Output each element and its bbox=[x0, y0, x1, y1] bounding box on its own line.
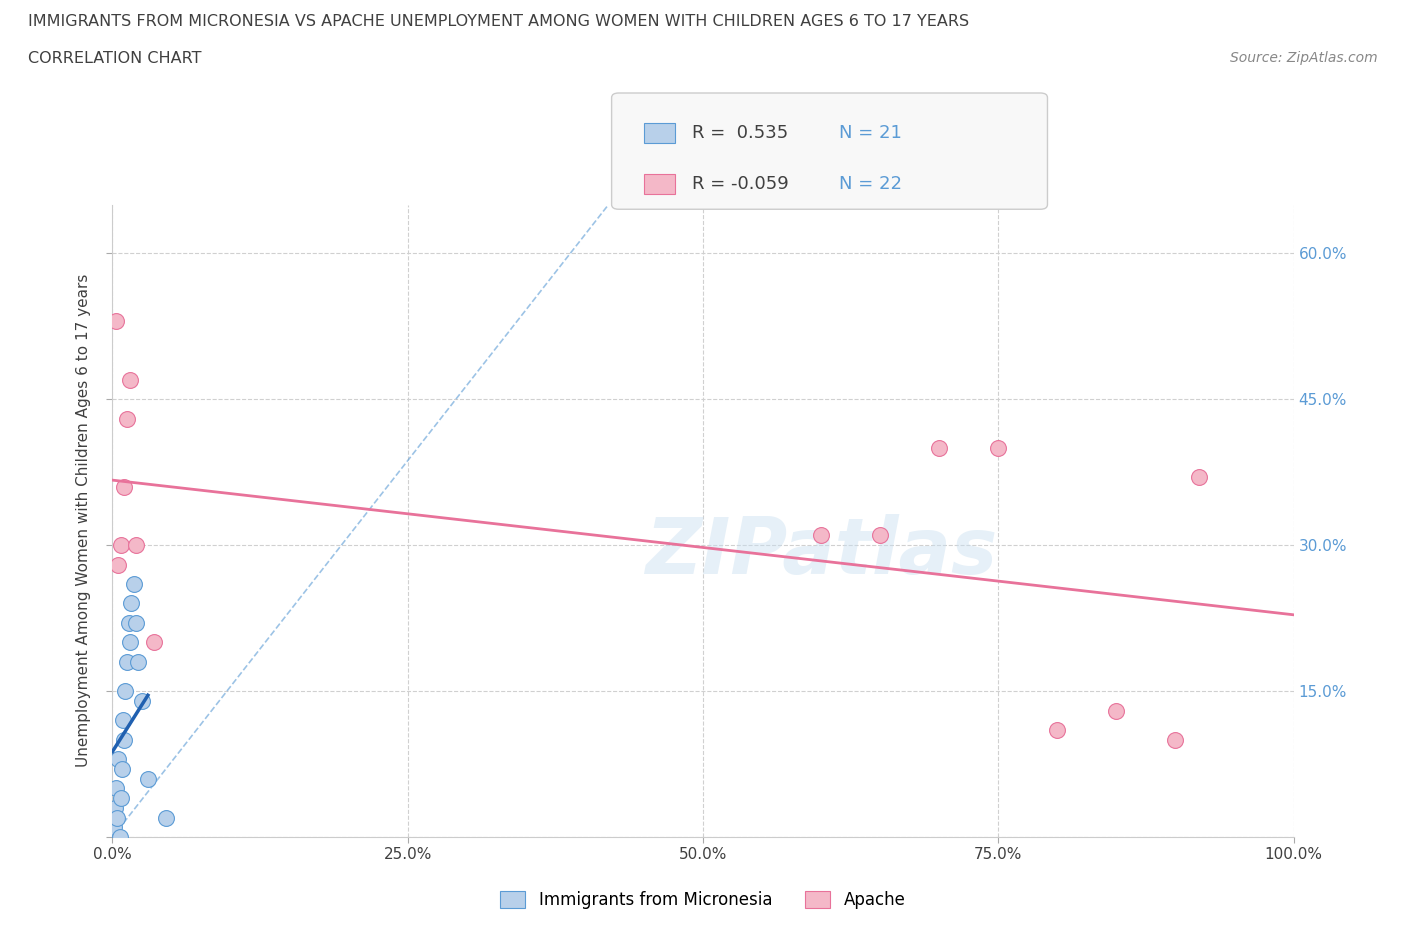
Point bbox=[115, 411, 138, 426]
Point bbox=[125, 616, 148, 631]
Point bbox=[112, 479, 135, 494]
Point bbox=[120, 596, 142, 611]
Legend: Immigrants from Micronesia, Apache: Immigrants from Micronesia, Apache bbox=[492, 883, 914, 917]
Point bbox=[107, 751, 129, 766]
Point bbox=[1188, 470, 1211, 485]
Point bbox=[112, 732, 135, 747]
Text: R =  0.535: R = 0.535 bbox=[692, 124, 787, 142]
Text: ZIPatlas: ZIPatlas bbox=[645, 514, 997, 591]
Point bbox=[810, 528, 832, 543]
Point bbox=[142, 635, 165, 650]
Point bbox=[118, 616, 141, 631]
Point bbox=[1046, 723, 1069, 737]
Point bbox=[110, 538, 132, 552]
Point bbox=[111, 762, 134, 777]
Point bbox=[127, 655, 149, 670]
Y-axis label: Unemployment Among Women with Children Ages 6 to 17 years: Unemployment Among Women with Children A… bbox=[76, 274, 91, 767]
Point bbox=[114, 684, 136, 698]
Point bbox=[105, 781, 128, 796]
Point bbox=[108, 830, 131, 844]
Point bbox=[987, 441, 1010, 456]
Point bbox=[120, 372, 142, 387]
Text: N = 21: N = 21 bbox=[839, 124, 903, 142]
Point bbox=[115, 655, 138, 670]
Text: N = 22: N = 22 bbox=[839, 175, 903, 193]
Point bbox=[112, 712, 135, 727]
Point bbox=[105, 810, 128, 825]
Point bbox=[105, 314, 128, 329]
Point bbox=[1105, 703, 1128, 718]
Point bbox=[928, 441, 950, 456]
Point bbox=[110, 790, 132, 805]
Text: R = -0.059: R = -0.059 bbox=[692, 175, 789, 193]
Text: CORRELATION CHART: CORRELATION CHART bbox=[28, 51, 201, 66]
Point bbox=[107, 557, 129, 572]
Text: Source: ZipAtlas.com: Source: ZipAtlas.com bbox=[1230, 51, 1378, 65]
Point bbox=[1164, 732, 1187, 747]
Text: IMMIGRANTS FROM MICRONESIA VS APACHE UNEMPLOYMENT AMONG WOMEN WITH CHILDREN AGES: IMMIGRANTS FROM MICRONESIA VS APACHE UNE… bbox=[28, 14, 969, 29]
Point bbox=[155, 810, 177, 825]
Point bbox=[136, 771, 159, 786]
Point bbox=[122, 577, 145, 591]
Point bbox=[869, 528, 891, 543]
Point bbox=[131, 694, 153, 709]
Point bbox=[120, 635, 142, 650]
Point bbox=[103, 820, 125, 835]
Point bbox=[125, 538, 148, 552]
Point bbox=[104, 801, 127, 816]
